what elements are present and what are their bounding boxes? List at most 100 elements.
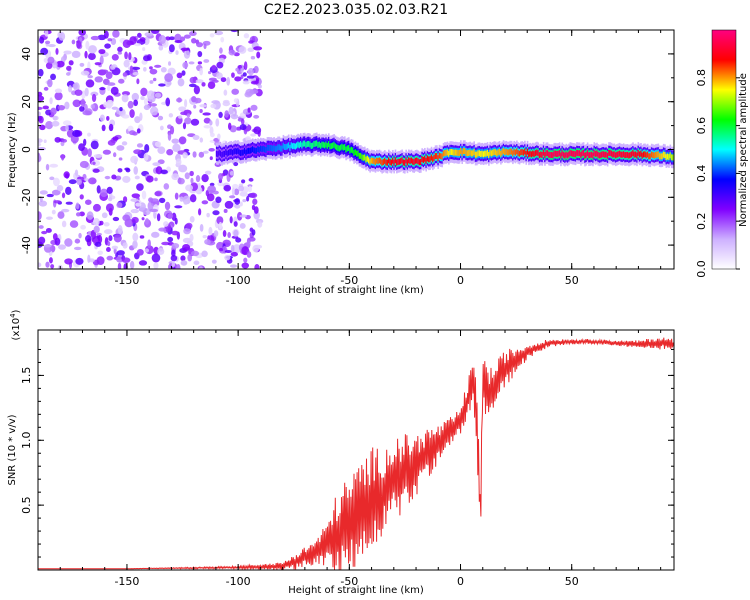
noise-speckle (57, 211, 65, 219)
noise-speckle (190, 177, 194, 184)
noise-speckle (201, 82, 206, 87)
noise-speckle (71, 39, 76, 45)
noise-speckle (132, 71, 139, 76)
noise-speckle (49, 163, 59, 168)
ridge-cell (271, 145, 274, 152)
ridge-cell (609, 149, 612, 156)
ridge-cell (385, 159, 387, 166)
ridge-cell (297, 141, 299, 148)
noise-speckle (44, 30, 49, 37)
noise-speckle (45, 40, 51, 45)
ridge-cell (506, 149, 509, 156)
snr-scale-prefix: (x10 (11, 318, 22, 341)
noise-speckle (171, 173, 180, 181)
ridge-cell (588, 152, 590, 159)
noise-speckle (63, 50, 72, 55)
spectrogram-y-tick-label: -40 (20, 236, 33, 254)
noise-speckle (107, 99, 114, 107)
ridge-cell (365, 156, 367, 163)
ridge-cell (642, 151, 645, 158)
noise-speckle (129, 109, 135, 118)
noise-speckle (168, 61, 172, 66)
noise-speckle (230, 113, 239, 120)
noise-speckle (58, 31, 66, 41)
noise-speckle (196, 42, 204, 48)
chart-title: C2E2.2023.035.02.03.R21 (264, 2, 448, 18)
noise-speckle (174, 217, 178, 225)
ridge-cell (414, 157, 417, 164)
noise-speckle (85, 235, 92, 243)
ridge-cell (233, 148, 235, 155)
colorbar-bar (711, 29, 737, 270)
ridge-cell (573, 150, 576, 157)
noise-speckle (247, 47, 255, 52)
noise-speckle (198, 151, 205, 158)
ridge-cell (536, 149, 538, 156)
ridge-cell (601, 151, 604, 158)
ridge-cell (398, 158, 401, 165)
noise-speckle (66, 72, 71, 76)
noise-speckle (72, 83, 78, 89)
noise-speckle (201, 174, 209, 183)
noise-speckle (227, 122, 232, 131)
ridge-cell (586, 150, 589, 157)
noise-speckle (178, 115, 183, 119)
noise-speckle (136, 78, 140, 85)
ridge-cell (632, 150, 634, 157)
noise-speckle (87, 75, 93, 79)
noise-speckle (202, 234, 208, 239)
noise-speckle (167, 213, 173, 219)
svg-text:(x104): (x104) (9, 309, 22, 340)
noise-speckle (93, 225, 100, 234)
ridge-cell (219, 150, 222, 157)
noise-speckle (157, 247, 165, 256)
noise-speckle (38, 138, 43, 143)
noise-speckle (174, 40, 183, 44)
noise-speckle (130, 155, 139, 164)
ridge-cell (381, 159, 383, 166)
noise-speckle (195, 175, 201, 183)
ridge-cell (469, 149, 472, 156)
ridge-cell (400, 158, 402, 165)
noise-speckle (163, 183, 170, 190)
noise-speckle (150, 106, 159, 116)
ridge-cell (217, 151, 219, 158)
noise-speckle (161, 241, 171, 246)
ridge-cell (360, 152, 362, 159)
ridge-cell (625, 151, 628, 158)
ridge-cell (283, 144, 286, 150)
ridge-cell (245, 149, 247, 156)
ridge-cell (417, 158, 419, 165)
ridge-cell (294, 143, 297, 150)
snr-frame (37, 329, 675, 571)
noise-speckle (56, 185, 64, 192)
ridge-cell (598, 152, 601, 159)
noise-speckle (183, 34, 191, 39)
noise-speckle (121, 257, 131, 263)
ridge-cell (327, 141, 330, 148)
noise-speckle (192, 134, 200, 140)
noise-speckle (154, 191, 162, 197)
ridge-cell (572, 150, 574, 157)
ridge-cell (370, 157, 373, 164)
ridge-cell (358, 152, 361, 159)
noise-speckle (129, 130, 136, 136)
ridge-cell (633, 151, 636, 158)
noise-speckle (229, 195, 236, 199)
ridge-cell (230, 148, 233, 155)
noise-speckle (38, 200, 48, 207)
noise-speckle (106, 82, 116, 86)
noise-speckle (154, 92, 162, 98)
noise-speckle (127, 100, 134, 109)
ridge-cell (413, 159, 415, 166)
snr-y-label: SNR (10 * v/v) (7, 414, 18, 485)
ridge-cell (339, 144, 342, 151)
noise-speckle (237, 65, 243, 69)
noise-speckle (116, 202, 123, 208)
ridge-cell (267, 144, 270, 151)
noise-speckle (111, 106, 119, 110)
ridge-cell (590, 151, 593, 158)
ridge-cell (392, 157, 394, 164)
ridge-cell (564, 152, 566, 159)
